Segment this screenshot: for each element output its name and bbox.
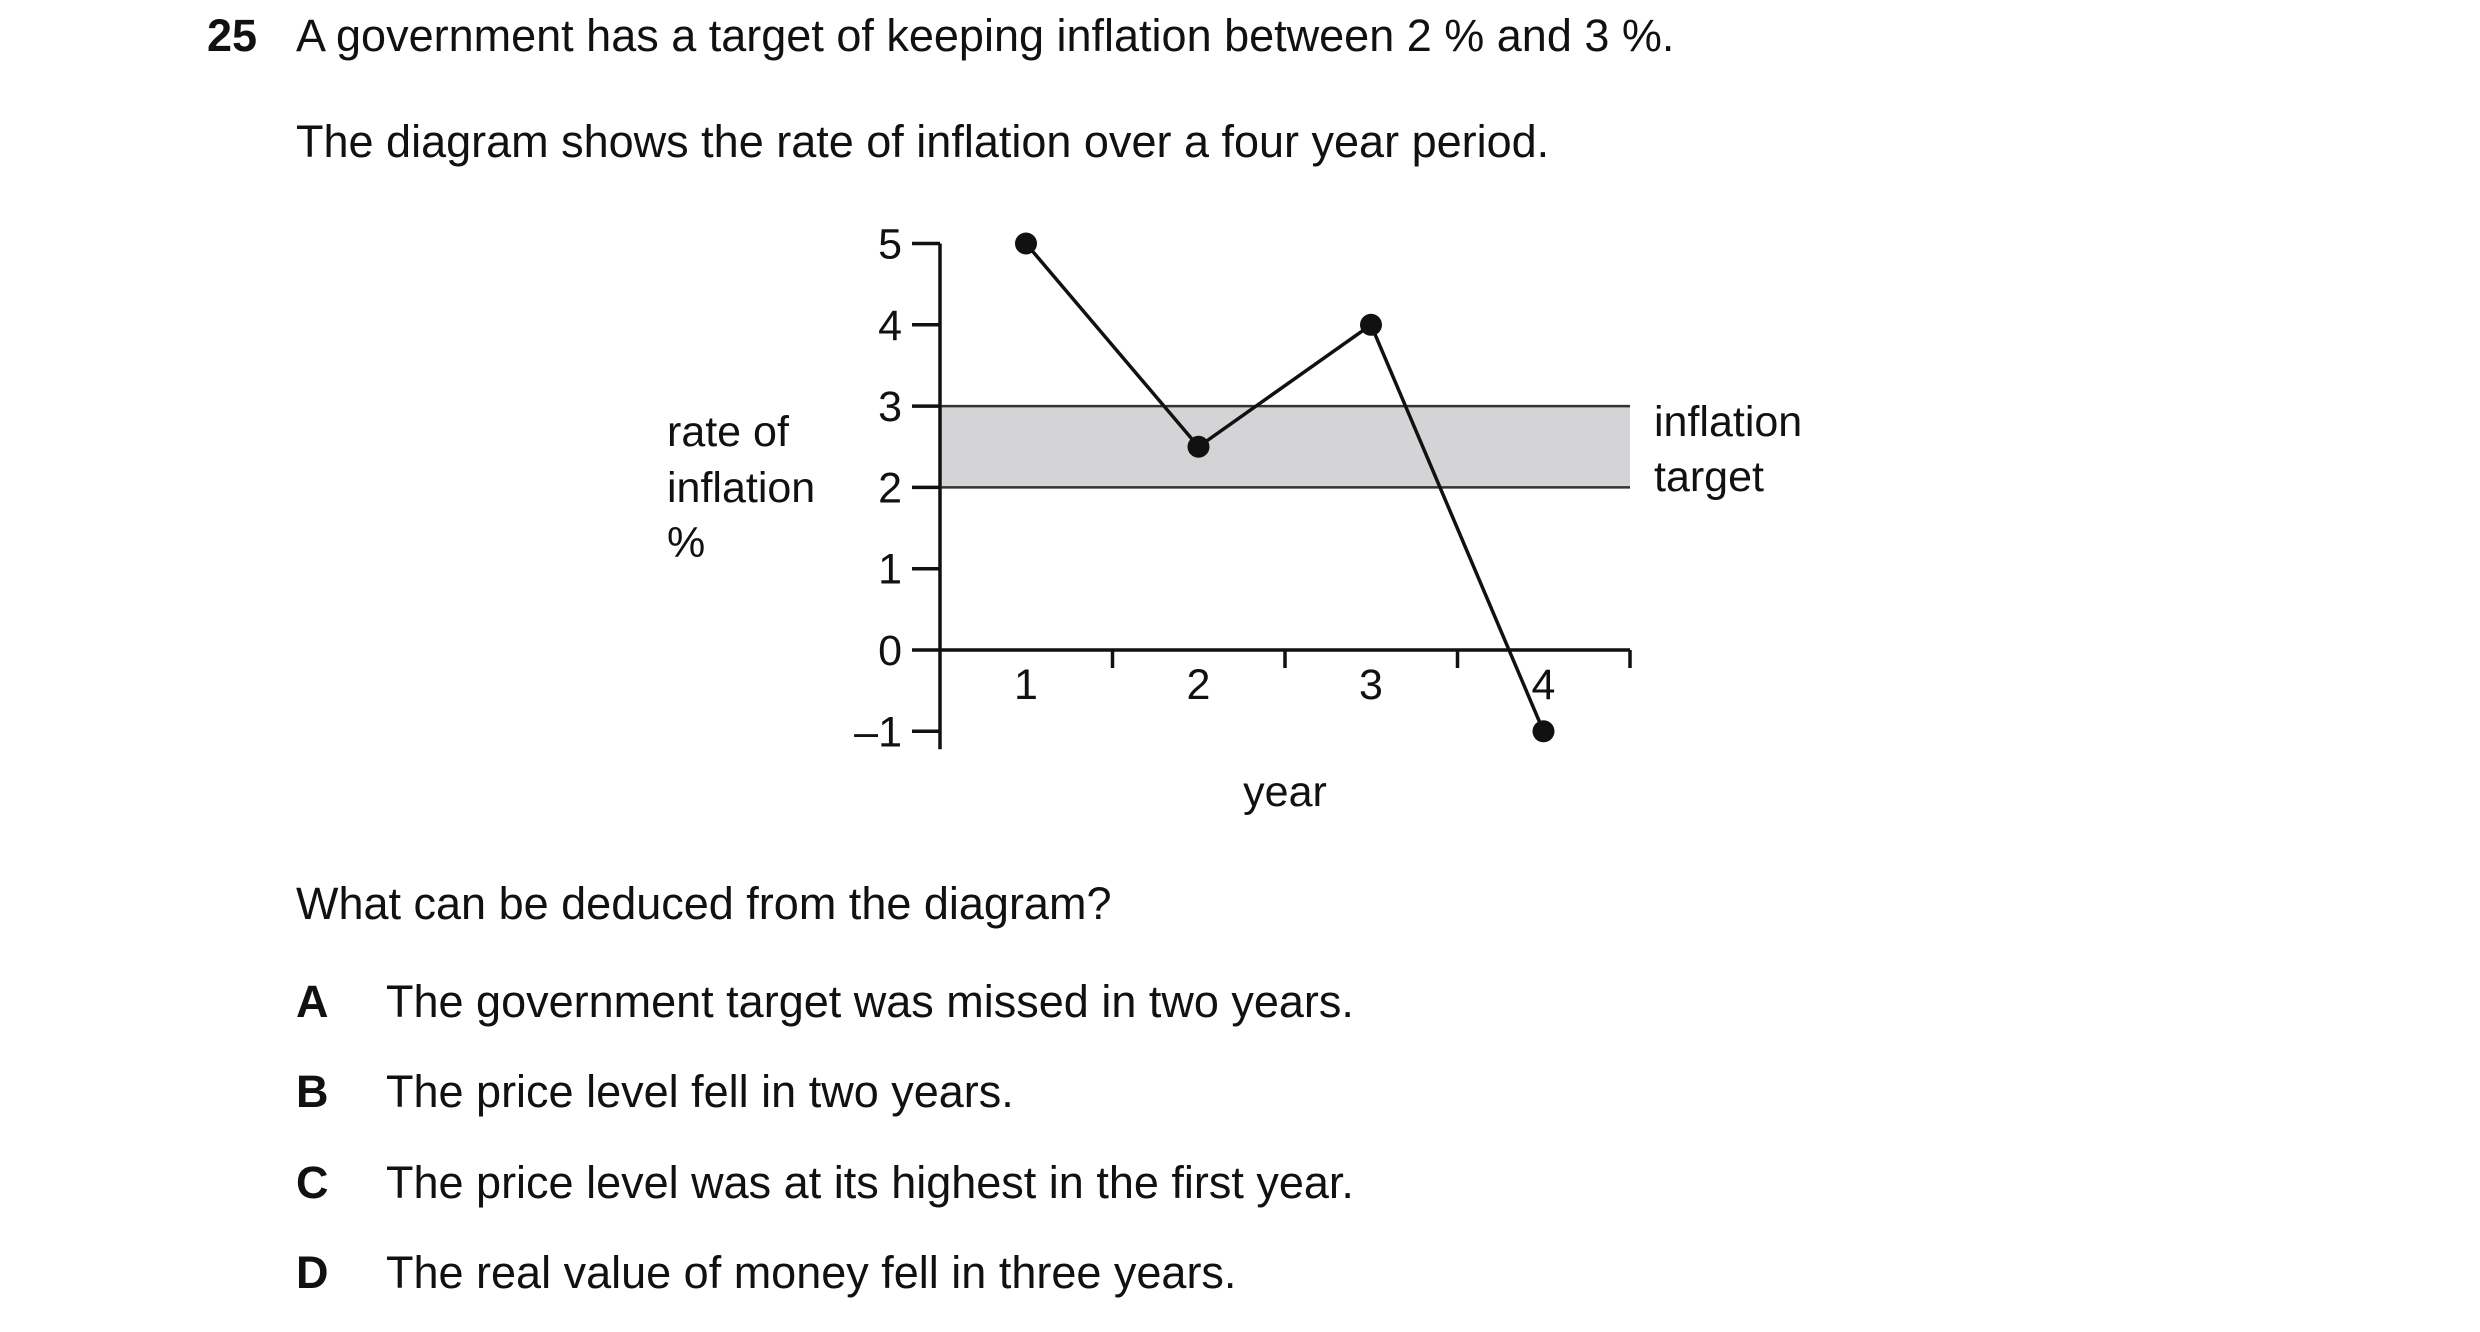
y-axis-label-line-3: % <box>667 519 705 567</box>
y-axis-label-line-2: inflation <box>667 464 815 512</box>
question-intro: The diagram shows the rate of inflation … <box>296 116 1550 167</box>
data-point <box>1015 232 1037 255</box>
y-tick-label: 4 <box>878 302 902 350</box>
option-a-letter: A <box>296 976 329 1027</box>
y-tick-label: –1 <box>854 708 902 756</box>
y-tick-label: 2 <box>878 464 902 512</box>
question-prompt: What can be deduced from the diagram? <box>296 878 1112 929</box>
target-label-line-1: inflation <box>1654 398 1802 446</box>
inflation-series <box>1015 232 1555 743</box>
x-tick-label: 3 <box>1359 661 1383 709</box>
y-tick-label: 3 <box>878 383 902 431</box>
option-b-letter: B <box>296 1066 329 1117</box>
y-axis-label-line-1: rate of <box>667 408 790 456</box>
series-line <box>1024 242 1546 732</box>
y-tick-label: 1 <box>878 546 902 594</box>
question-text: A government has a target of keeping inf… <box>296 10 1675 61</box>
y-axis: 5 4 3 2 1 0 –1 <box>854 221 942 756</box>
option-c-text: The price level was at its highest in th… <box>386 1157 1354 1208</box>
question-number: 25 <box>207 10 258 61</box>
option-c-letter: C <box>296 1157 329 1208</box>
option-d-text: The real value of money fell in three ye… <box>386 1247 1237 1298</box>
data-point <box>1187 435 1210 458</box>
data-point <box>1532 720 1555 743</box>
x-tick-label: 4 <box>1532 661 1556 709</box>
target-label-line-2: target <box>1654 453 1764 501</box>
inflation-target-band <box>940 406 1630 488</box>
y-tick-label: 0 <box>878 627 902 675</box>
option-d-letter: D <box>296 1247 329 1298</box>
x-axis-label: year <box>1243 768 1327 816</box>
option-b-text: The price level fell in two years. <box>386 1066 1014 1117</box>
x-tick-label: 1 <box>1014 661 1038 709</box>
x-axis: 1 2 3 4 <box>940 648 1632 709</box>
option-a-text: The government target was missed in two … <box>386 976 1354 1027</box>
y-tick-label: 5 <box>878 221 902 269</box>
data-point <box>1360 313 1382 336</box>
x-tick-label: 2 <box>1187 661 1211 709</box>
